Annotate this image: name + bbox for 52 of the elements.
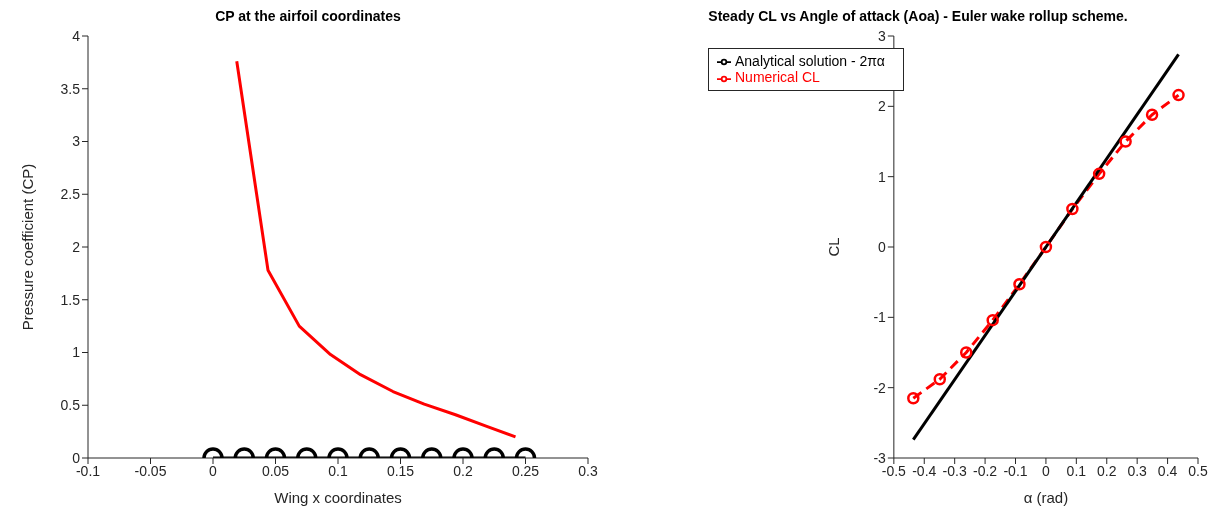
x-tick-label: -0.3 [942,462,967,479]
x-tick-label: 0.15 [386,462,415,479]
x-tick-label: 0.25 [511,462,540,479]
legend-label: Analytical solution - 2πα [735,53,885,69]
x-axis-title: α (rad) [1023,489,1069,506]
y-axis-title: CL [825,237,843,257]
y-tick-label: 0 [878,238,887,255]
y-tick-label: 2.5 [60,186,81,203]
point [986,313,999,327]
legend-label: Numerical CL [735,69,820,86]
point [1119,135,1132,148]
x-tick-label: -0.1 [1003,462,1028,479]
y-tick-label: 4 [72,27,81,44]
y-tick-label: 3 [878,27,887,44]
point [1172,88,1185,102]
point [1145,108,1159,122]
point [907,391,920,405]
point [1039,240,1053,254]
y-tick-label: 0.5 [60,397,81,414]
x-axis-title: Wing x coordinates [274,489,402,506]
line-series [235,59,517,439]
y-tick-label: 2 [878,98,887,115]
y-tick-label: -1 [873,309,887,326]
x-tick-label: 0.4 [1157,462,1178,479]
x-tick-label: 0.5 [1188,462,1208,479]
point [933,372,947,386]
y-tick-label: 1 [878,168,887,185]
x-tick-label: 0.2 [453,462,473,479]
x-tick-label: -0.05 [134,462,167,479]
point [1092,167,1106,181]
chart-title: CP at the airfoil coordinates [214,8,402,24]
x-tick-label: 0.05 [261,462,290,479]
y-tick-label: 1.5 [60,291,81,308]
y-tick-label: -2 [873,379,887,396]
x-tick-label: -0.2 [973,462,998,479]
x-tick-label: 0.2 [1097,462,1117,479]
x-tick-label: 0 [1042,462,1051,479]
point [1066,202,1079,216]
x-tick-label: 0.3 [578,462,598,479]
y-tick-label: 3 [72,133,81,150]
x-tick-label: 0 [209,462,218,479]
y-tick-label: 3.5 [60,80,81,97]
point [959,346,973,359]
x-tick-label: -0.4 [912,462,937,479]
point [1013,278,1026,291]
y-tick-label: 1 [72,344,81,361]
x-tick-label: 0.1 [1066,462,1087,479]
y-tick-label: 2 [72,238,81,255]
x-tick-label: 0.1 [328,462,348,479]
x-tick-label: 0.3 [1127,462,1148,479]
y-axis-title: Pressure coefficient (CP) [19,163,37,331]
chart-title: Steady CL vs Angle of attack (Aoa) - Euler wake rollup scheme. [707,8,1129,24]
